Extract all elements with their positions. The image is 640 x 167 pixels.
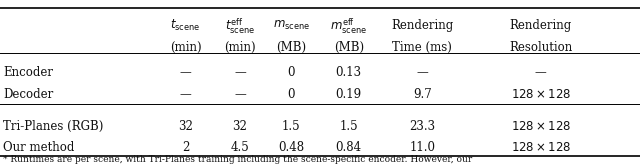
Text: Resolution: Resolution [509,41,572,54]
Text: (MB): (MB) [333,41,364,54]
Text: —: — [234,66,246,79]
Text: $128 \times 128$: $128 \times 128$ [511,88,571,101]
Text: 0: 0 [287,66,295,79]
Text: 23.3: 23.3 [410,120,435,133]
Text: Encoder: Encoder [3,66,53,79]
Text: Time (ms): Time (ms) [392,41,452,54]
Text: 2: 2 [182,141,189,154]
Text: —: — [180,88,191,101]
Text: 0.13: 0.13 [336,66,362,79]
Text: * Runtimes are per scene, with Tri-Planes training including the scene-specific : * Runtimes are per scene, with Tri-Plane… [3,155,472,164]
Text: 0.84: 0.84 [336,141,362,154]
Text: 0: 0 [287,88,295,101]
Text: Decoder: Decoder [3,88,54,101]
Text: 0.48: 0.48 [278,141,304,154]
Text: Rendering: Rendering [509,19,572,32]
Text: (min): (min) [170,41,202,54]
Text: $t_{\mathrm{scene}}$: $t_{\mathrm{scene}}$ [170,18,201,33]
Text: 32: 32 [232,120,248,133]
Text: —: — [180,66,191,79]
Text: 1.5: 1.5 [339,120,358,133]
Text: —: — [234,88,246,101]
Text: (min): (min) [224,41,256,54]
Text: 32: 32 [178,120,193,133]
Text: Rendering: Rendering [391,19,454,32]
Text: —: — [417,66,428,79]
Text: —: — [535,66,547,79]
Text: $128 \times 128$: $128 \times 128$ [511,141,571,154]
Text: $m_{\mathrm{scene}}^{\mathrm{eff}}$: $m_{\mathrm{scene}}^{\mathrm{eff}}$ [330,16,367,36]
Text: 11.0: 11.0 [410,141,435,154]
Text: 4.5: 4.5 [230,141,250,154]
Text: $t_{\mathrm{scene}}^{\mathrm{eff}}$: $t_{\mathrm{scene}}^{\mathrm{eff}}$ [225,16,255,36]
Text: 0.19: 0.19 [336,88,362,101]
Text: Tri-Planes (RGB): Tri-Planes (RGB) [3,120,104,133]
Text: (MB): (MB) [276,41,307,54]
Text: Our method: Our method [3,141,75,154]
Text: $128 \times 128$: $128 \times 128$ [511,120,571,133]
Text: $m_{\mathrm{scene}}$: $m_{\mathrm{scene}}$ [273,19,310,32]
Text: 1.5: 1.5 [282,120,301,133]
Text: 9.7: 9.7 [413,88,432,101]
